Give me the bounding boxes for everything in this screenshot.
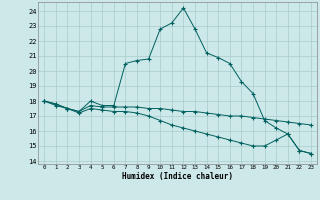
X-axis label: Humidex (Indice chaleur): Humidex (Indice chaleur) bbox=[122, 172, 233, 181]
